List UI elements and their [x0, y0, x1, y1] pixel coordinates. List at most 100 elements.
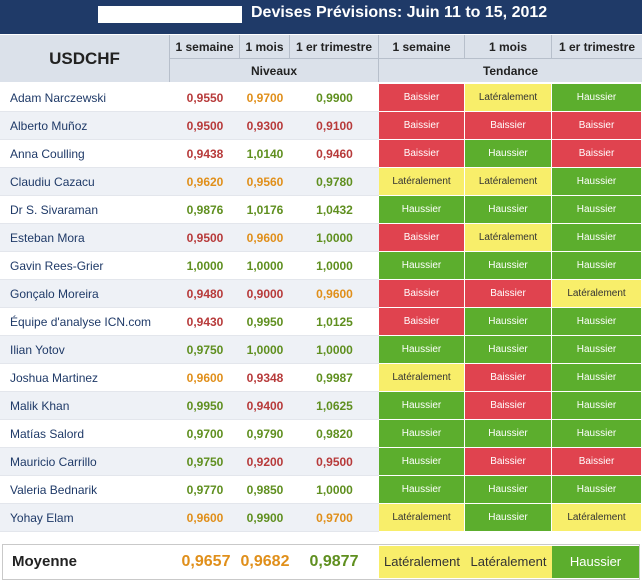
trend-week: Baissier	[379, 112, 465, 140]
level-week: 0,9438	[186, 147, 224, 161]
trend-week: Haussier	[379, 420, 465, 448]
row-background	[0, 336, 379, 364]
analyst-name: Équipe d'analyse ICN.com	[10, 315, 152, 329]
table-row: Valeria Bednarik 0,9770 0,9850 1,0000 Haussi…	[0, 476, 642, 504]
trend-week: Haussier	[379, 252, 465, 280]
level-week: 0,9750	[186, 343, 224, 357]
row-background	[0, 112, 379, 140]
table-row: Matías Salord 0,9700 0,9790 0,9820 Haussier H…	[0, 420, 642, 448]
trend-month: Baissier	[465, 364, 552, 392]
levels-quarter-header: 1 er trimestre	[290, 35, 379, 59]
average-week-value: 0,9657	[181, 553, 231, 570]
level-quarter: 1,0000	[316, 343, 353, 357]
row-background	[0, 504, 379, 532]
trend-week: Latéralement	[379, 168, 465, 196]
row-background	[0, 280, 379, 308]
table-row: Yohay Elam 0,9600 0,9900 0,9700 Latéralement…	[0, 504, 642, 532]
trend-quarter: Haussier	[552, 336, 642, 364]
trend-quarter: Haussier	[552, 84, 642, 112]
row-background	[0, 252, 379, 280]
level-quarter: 0,9780	[316, 175, 353, 189]
level-month: 0,9000	[246, 287, 284, 301]
row-background	[0, 364, 379, 392]
level-quarter: 0,9700	[316, 511, 353, 525]
trend-month-header: 1 mois	[465, 35, 552, 59]
analyst-name: Mauricio Carrillo	[10, 455, 97, 469]
levels-week-header: 1 semaine	[170, 35, 240, 59]
trend-quarter: Haussier	[552, 168, 642, 196]
trend-month: Latéralement	[465, 168, 552, 196]
level-week: 1,0000	[186, 259, 224, 273]
level-month: 0,9348	[246, 371, 284, 385]
average-month-value: 0,9682	[240, 553, 290, 570]
trend-quarter: Haussier	[552, 420, 642, 448]
trend-month: Latéralement	[465, 224, 552, 252]
level-week: 0,9950	[186, 399, 224, 413]
level-quarter: 1,0625	[316, 399, 353, 413]
average-quarter-value: 0,9877	[309, 553, 359, 570]
trend-week: Haussier	[379, 336, 465, 364]
trend-quarter: Haussier	[552, 392, 642, 420]
level-month: 0,9790	[246, 427, 284, 441]
trend-quarter-header: 1 er trimestre	[552, 35, 642, 59]
currency-pair: USDCHF	[0, 35, 170, 82]
level-quarter: 1,0000	[316, 483, 353, 497]
level-week: 0,9600	[186, 511, 224, 525]
level-month: 1,0000	[246, 343, 284, 357]
analyst-name: Ilian Yotov	[10, 343, 65, 357]
level-quarter: 0,9987	[316, 371, 353, 385]
row-background	[0, 140, 379, 168]
table-row: Adam Narczewski 0,9550 0,9700 0,9900 Baissie…	[0, 84, 642, 112]
analyst-name: Esteban Mora	[10, 231, 85, 245]
level-week: 0,9600	[186, 371, 224, 385]
level-week: 0,9550	[186, 91, 224, 105]
analyst-name: Valeria Bednarik	[10, 483, 98, 497]
trend-quarter: Haussier	[552, 364, 642, 392]
level-month: 0,9700	[246, 91, 284, 105]
analyst-name: Dr S. Sivaraman	[10, 203, 99, 217]
level-week: 0,9876	[186, 203, 224, 217]
level-month: 0,9900	[246, 511, 284, 525]
level-quarter: 0,9460	[316, 147, 353, 161]
trend-quarter: Haussier	[552, 252, 642, 280]
analyst-name: Adam Narczewski	[10, 91, 107, 105]
trend-month: Latéralement	[465, 84, 552, 112]
row-background	[0, 224, 379, 252]
analyst-name: Malik Khan	[10, 399, 70, 413]
trend-month: Haussier	[465, 308, 552, 336]
level-month: 1,0176	[246, 203, 284, 217]
row-background	[0, 420, 379, 448]
analyst-name: Claudiu Cazacu	[10, 175, 95, 189]
analyst-name: Gonçalo Moreira	[10, 287, 99, 301]
trend-week: Baissier	[379, 224, 465, 252]
average-trend-week: Latéralement	[379, 546, 465, 578]
trend-quarter: Haussier	[552, 224, 642, 252]
row-background	[0, 392, 379, 420]
level-month: 0,9850	[246, 483, 284, 497]
trend-month: Baissier	[465, 448, 552, 476]
trend-month: Baissier	[465, 280, 552, 308]
row-background	[0, 476, 379, 504]
trend-week: Baissier	[379, 280, 465, 308]
trend-quarter: Haussier	[552, 476, 642, 504]
analyst-name: Alberto Muñoz	[10, 119, 88, 133]
level-quarter: 0,9900	[316, 91, 353, 105]
level-week: 0,9770	[186, 483, 224, 497]
level-quarter: 0,9100	[316, 119, 353, 133]
level-quarter: 1,0432	[316, 203, 353, 217]
table-row: Gonçalo Moreira 0,9480 0,9000 0,9600 Baissie…	[0, 280, 642, 308]
row-background	[0, 84, 379, 112]
level-month: 0,9950	[246, 315, 284, 329]
trend-month: Haussier	[465, 196, 552, 224]
table-row: Claudiu Cazacu 0,9620 0,9560 0,9780 Latérale…	[0, 168, 642, 196]
page-title: Devises Prévisions: Juin 11 to 15, 2012	[251, 4, 548, 21]
trend-quarter: Baissier	[552, 140, 642, 168]
trend-month: Haussier	[465, 336, 552, 364]
trend-week: Baissier	[379, 84, 465, 112]
level-week: 0,9700	[186, 427, 224, 441]
level-quarter: 1,0000	[316, 231, 353, 245]
trend-quarter: Haussier	[552, 308, 642, 336]
average-trend-quarter: Haussier	[552, 546, 639, 578]
title-blank-box	[98, 6, 242, 23]
